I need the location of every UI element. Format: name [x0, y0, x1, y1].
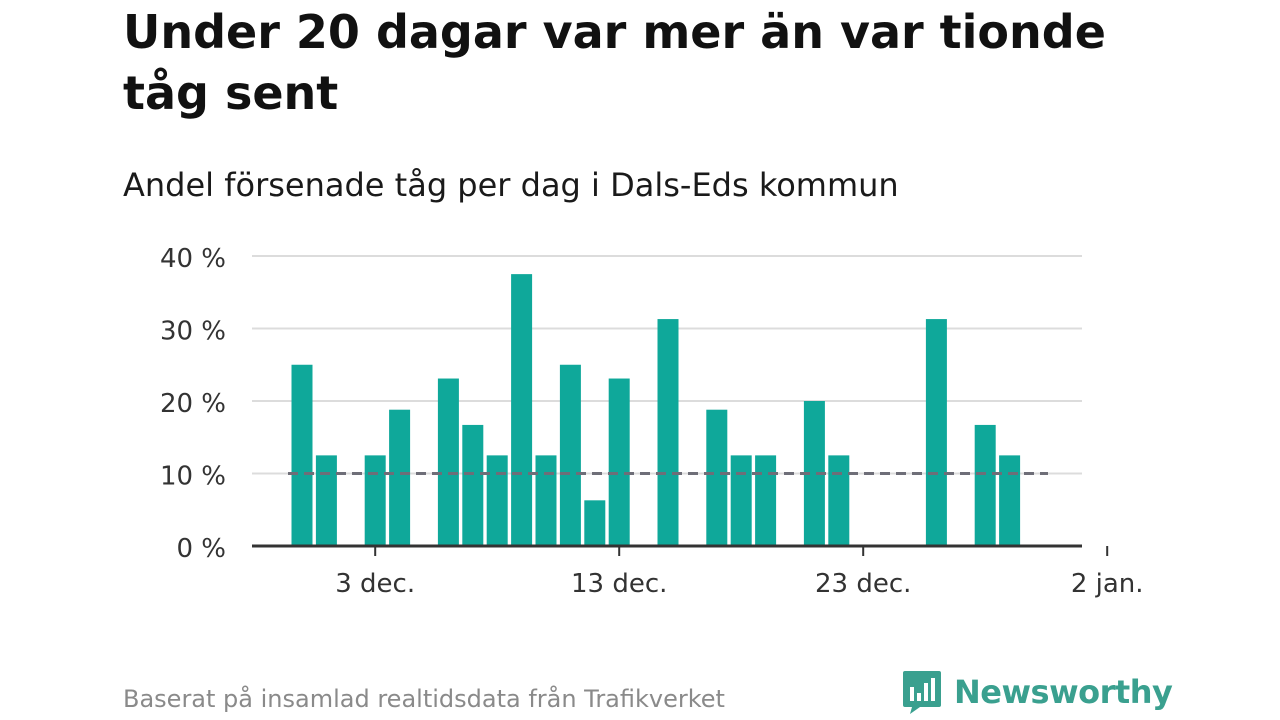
- bar: [462, 424, 484, 546]
- x-tick-label: 23 dec.: [815, 569, 911, 599]
- x-tick-label: 3 dec.: [335, 569, 415, 599]
- y-tick-label: 0 %: [176, 534, 226, 564]
- x-axis: [252, 544, 1109, 556]
- bars: [291, 274, 1021, 546]
- newsworthy-logo: Newsworthy: [902, 670, 1173, 714]
- x-tick-label: 2 jan.: [1071, 569, 1144, 599]
- bar: [608, 378, 630, 546]
- bar: [315, 455, 337, 546]
- bar: [437, 378, 459, 546]
- source-note: Baserat på insamlad realtidsdata från Tr…: [123, 685, 725, 713]
- bar: [706, 409, 728, 546]
- chart-title: Under 20 dagar var mer än var tionde tåg…: [123, 5, 1106, 120]
- y-tick-label: 20 %: [160, 389, 226, 419]
- bar: [657, 319, 679, 546]
- y-tick-label: 40 %: [160, 244, 226, 274]
- bar: [559, 364, 581, 546]
- bar: [803, 401, 825, 546]
- bar-chart-badge-icon: [903, 671, 941, 714]
- bar: [925, 319, 947, 546]
- bar: [828, 455, 850, 546]
- bar: [730, 455, 752, 546]
- bar: [364, 455, 386, 546]
- chart-subtitle: Andel försenade tåg per dag i Dals-Eds k…: [123, 166, 899, 204]
- bar: [511, 274, 533, 546]
- bar: [535, 455, 557, 546]
- x-axis-labels: 3 dec. 13 dec. 23 dec. 2 jan.: [335, 569, 1143, 599]
- bar: [999, 455, 1021, 546]
- bar: [486, 455, 508, 546]
- brand-name: Newsworthy: [954, 673, 1173, 711]
- bar: [389, 409, 411, 546]
- bar: [974, 424, 996, 546]
- y-tick-label: 30 %: [160, 317, 226, 347]
- bar-chart: 0 % 10 % 20 % 30 % 40 % 3 dec. 13 dec. 23 dec.…: [160, 244, 1144, 599]
- x-tick-label: 13 dec.: [571, 569, 667, 599]
- bar: [291, 364, 313, 546]
- y-tick-label: 10 %: [160, 462, 226, 492]
- y-axis-labels: 0 % 10 % 20 % 30 % 40 %: [160, 244, 226, 564]
- bar: [755, 455, 777, 546]
- bar: [584, 500, 606, 546]
